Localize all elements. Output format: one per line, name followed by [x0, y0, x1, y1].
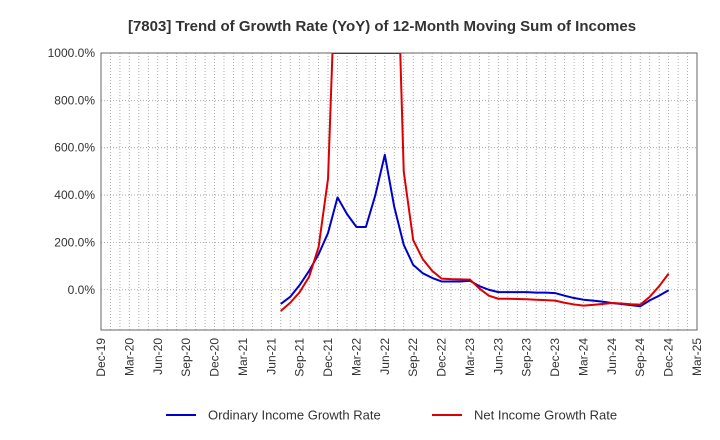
series-line-net-income: [280, 53, 670, 312]
x-tick-label: Mar-25: [690, 338, 704, 376]
chart-title: [7803] Trend of Growth Rate (YoY) of 12-…: [128, 18, 636, 35]
legend-label: Net Income Growth Rate: [474, 408, 617, 423]
y-tick-label: 600.0%: [54, 141, 95, 155]
x-tick-label: Mar-21: [236, 338, 250, 376]
x-tick-label: Mar-23: [463, 338, 477, 376]
x-tick-label: Dec-23: [548, 338, 562, 377]
x-tick-label: Mar-22: [349, 338, 363, 376]
y-tick-label: 200.0%: [54, 235, 95, 249]
x-tick-label: Sep-21: [293, 338, 307, 377]
x-tick-label: Sep-24: [633, 338, 647, 377]
y-tick-label: 0.0%: [68, 283, 96, 297]
x-tick-label: Dec-19: [94, 338, 108, 377]
y-tick-label: 400.0%: [54, 188, 95, 202]
y-tick-label: 800.0%: [54, 93, 95, 107]
x-tick-label: Mar-24: [576, 338, 590, 376]
x-tick-label: Dec-24: [662, 338, 676, 377]
x-tick-label: Sep-20: [179, 338, 193, 377]
x-tick-label: Sep-22: [406, 338, 420, 377]
y-tick-label: 1000.0%: [48, 46, 96, 60]
x-tick-label: Jun-22: [378, 338, 392, 375]
x-tick-label: Jun-21: [264, 338, 278, 375]
plot-border: [100, 52, 698, 331]
legend: Ordinary Income Growth Rate Net Income Gr…: [166, 408, 617, 423]
x-tick-label: Mar-20: [122, 338, 136, 376]
x-tick-label: Jun-23: [491, 338, 505, 375]
x-tick-label: Dec-21: [321, 338, 335, 377]
legend-label: Ordinary Income Growth Rate: [208, 408, 381, 423]
x-tick-label: Jun-24: [605, 338, 619, 375]
plot-area: 0.0% 200.0% 400.0% 600.0% 800.0% 1000.0% Dec-1…: [48, 46, 704, 377]
x-tick-label: Jun-20: [151, 338, 165, 375]
x-tick-label: Dec-20: [208, 338, 222, 377]
x-tick-label: Sep-23: [520, 338, 534, 377]
x-tick-label: Dec-22: [435, 338, 449, 377]
